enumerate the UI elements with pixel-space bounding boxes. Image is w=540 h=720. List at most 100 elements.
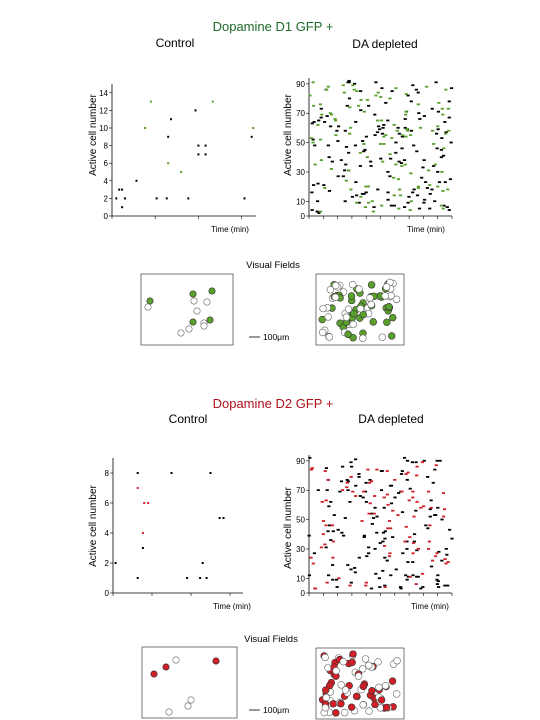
data-point-black [405,547,409,550]
data-point-black [422,459,426,462]
data-point-gfp [404,473,408,475]
data-point-black [312,121,316,123]
column-label-control-d1: Control [156,36,195,50]
data-point-black [331,578,335,581]
y-tick-label: 2 [105,559,110,568]
data-point-black [417,207,422,210]
data-point-gfp [349,476,353,478]
data-point-black [345,478,349,481]
data-point-black [416,91,420,94]
data-point-black [418,118,422,120]
data-point-gfp [311,141,315,144]
data-point-gfp [348,584,352,587]
column-label-da-depleted-d2: DA depleted [358,412,423,426]
data-point-black [381,540,385,543]
data-point-gfp [382,143,386,145]
data-point-black [334,578,339,581]
cell-active [349,650,357,658]
data-point-gfp [359,99,363,101]
data-point-black [346,564,350,566]
data-point-black [381,569,385,572]
data-point-gfp [344,179,348,182]
data-point-black [399,473,404,475]
data-point-black [407,195,411,198]
data-point-black [394,568,398,571]
data-point-black [325,115,329,117]
cell-inactive [349,320,357,329]
data-point-gfp [326,85,330,88]
data-point-gfp [425,85,429,88]
data-point-black [324,467,329,470]
data-point-black [362,534,366,537]
data-point-gfp [365,99,370,101]
data-point-black [342,534,346,537]
data-point-gfp [406,471,410,474]
data-point-black [343,169,347,172]
data-point-black [398,586,403,588]
data-point-black [357,201,361,204]
cell-active [382,703,391,712]
data-point-gfp [354,495,358,497]
data-point-gfp [368,502,372,505]
data-point-gfp [309,137,314,139]
data-point-black [383,537,387,540]
data-point-black [348,500,352,503]
data-point-black [363,490,368,493]
data-point-gfp [359,195,363,198]
data-point-gfp [430,129,435,132]
data-point-gfp [373,495,377,497]
data-point-black [363,148,367,151]
data-point-gfp [416,103,420,106]
section-title-d1: Dopamine D1 GFP + [213,19,334,34]
data-point-gfp [433,163,437,166]
data-point-black [431,481,435,484]
cell-active [146,297,154,305]
data-point-gfp [412,515,416,518]
data-point-black [383,556,387,559]
y-tick-label: 0 [301,212,306,221]
data-point-gfp [149,100,152,103]
data-point-gfp [411,490,415,493]
data-point-black [436,128,440,131]
cell-inactive [200,322,208,330]
data-point-gfp [311,104,316,107]
data-point-black [350,465,354,468]
data-point-black [412,144,416,147]
cell-inactive [365,661,373,670]
data-point-black [364,191,368,194]
cell-active [369,318,377,326]
data-point-black [381,126,385,129]
data-point-black [435,583,440,585]
data-point-black [330,564,335,566]
data-point-black [322,184,326,186]
data-point-gfp [415,465,419,468]
data-point-black [362,536,366,539]
data-point-gfp [355,201,359,204]
data-point-black [388,175,392,178]
data-point-black [329,500,333,503]
data-point-black [197,153,200,156]
data-point-black [382,506,386,509]
data-point-black [449,87,454,90]
y-tick-label: 10 [296,197,305,206]
data-point-black [377,125,381,128]
data-point-black [121,188,124,191]
data-point-black [445,206,449,208]
data-point-gfp [378,143,383,145]
data-point-gfp [381,160,385,163]
data-point-gfp [341,489,345,492]
cell-inactive [332,281,340,290]
data-point-black [379,470,383,472]
data-point-black [370,512,374,515]
data-point-black [250,135,253,138]
data-point-black [369,165,373,167]
cell-inactive [193,307,201,315]
data-point-black [353,82,357,85]
data-point-black [141,547,144,549]
data-point-black [324,546,328,549]
data-point-black [430,188,434,191]
data-point-gfp [308,94,312,97]
data-point-gfp [351,490,355,493]
data-point-black [389,574,393,577]
data-point-black [353,144,358,147]
